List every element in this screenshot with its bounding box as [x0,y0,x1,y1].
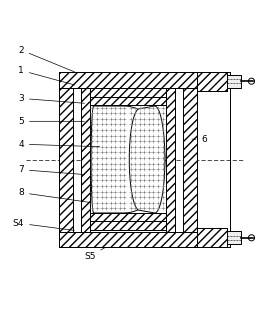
Text: 2: 2 [18,46,74,72]
Polygon shape [91,106,165,213]
Bar [59,240,197,247]
Text: 3: 3 [18,94,84,103]
Bar [183,79,197,240]
Bar [197,72,227,91]
Bar [227,231,241,244]
Bar [59,72,197,88]
Text: S4: S4 [13,219,74,230]
Polygon shape [129,106,165,213]
Text: 5: 5 [18,117,84,126]
Bar [90,97,166,105]
Bar [90,88,166,97]
Text: 7: 7 [18,165,84,174]
Bar [90,221,166,229]
Text: 4: 4 [18,140,100,149]
Bar [166,87,175,232]
Bar [59,232,197,247]
Bar [90,213,166,221]
Text: 1: 1 [18,66,74,85]
Bar [59,72,197,79]
Bar [59,79,73,240]
Bar [81,87,90,232]
Text: 6: 6 [192,135,207,144]
Text: S5: S5 [84,248,105,261]
Bar [227,75,241,88]
Text: 8: 8 [18,188,90,202]
Bar [197,228,227,247]
